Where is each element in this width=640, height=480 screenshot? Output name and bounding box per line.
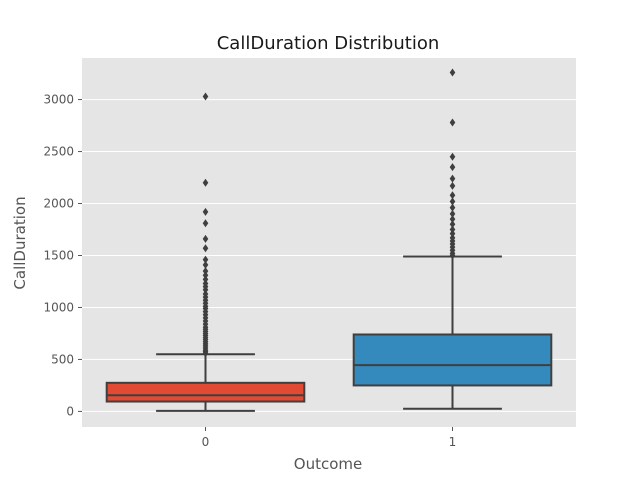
- outlier-point: [449, 197, 456, 206]
- x-tick-label: 1: [449, 435, 457, 449]
- outlier-point: [202, 255, 209, 264]
- outlier-point: [449, 118, 456, 127]
- outlier-point: [449, 225, 456, 234]
- box-iqr: [105, 381, 306, 403]
- y-axis-label: CallDuration: [11, 196, 29, 289]
- y-axis-ticks: 0 500 1000 1500 2000 2500 3000: [43, 93, 82, 418]
- outlier-point: [202, 178, 209, 187]
- outlier-point: [202, 289, 209, 298]
- y-tick-label: 1000: [43, 300, 74, 314]
- y-tick-label: 0: [66, 404, 74, 418]
- y-tick-label: 3000: [43, 93, 74, 107]
- y-tick-label: 2000: [43, 197, 74, 211]
- outlier-point: [449, 203, 456, 212]
- outlier-point: [449, 152, 456, 161]
- y-tick-label: 2500: [43, 145, 74, 159]
- box-series: [105, 68, 553, 412]
- y-tick-label: 500: [51, 352, 74, 366]
- chart-title: CallDuration Distribution: [217, 33, 440, 54]
- outlier-point: [202, 275, 209, 284]
- outlier-point: [449, 229, 456, 238]
- outlier-point: [202, 234, 209, 243]
- y-tick-label: 1500: [43, 248, 74, 262]
- outlier-point: [202, 92, 209, 101]
- outlier-point: [202, 267, 209, 276]
- outlier-point: [449, 163, 456, 172]
- box-iqr: [352, 333, 553, 387]
- outlier-point: [202, 207, 209, 216]
- outlier-point: [202, 279, 209, 288]
- outlier-point: [449, 181, 456, 190]
- outlier-point: [202, 219, 209, 228]
- outlier-point: [449, 209, 456, 218]
- outlier-point: [449, 220, 456, 229]
- outlier-point: [449, 191, 456, 200]
- outlier-point: [449, 233, 456, 242]
- x-axis-label: Outcome: [294, 455, 362, 473]
- x-tick-label: 0: [202, 435, 210, 449]
- outlier-point: [202, 271, 209, 280]
- outlier-point: [202, 244, 209, 253]
- outlier-point: [202, 260, 209, 269]
- outlier-point: [449, 215, 456, 224]
- outlier-point: [449, 174, 456, 183]
- outlier-point: [449, 68, 456, 77]
- box-group-1: [352, 68, 553, 410]
- box-group-0: [105, 92, 306, 412]
